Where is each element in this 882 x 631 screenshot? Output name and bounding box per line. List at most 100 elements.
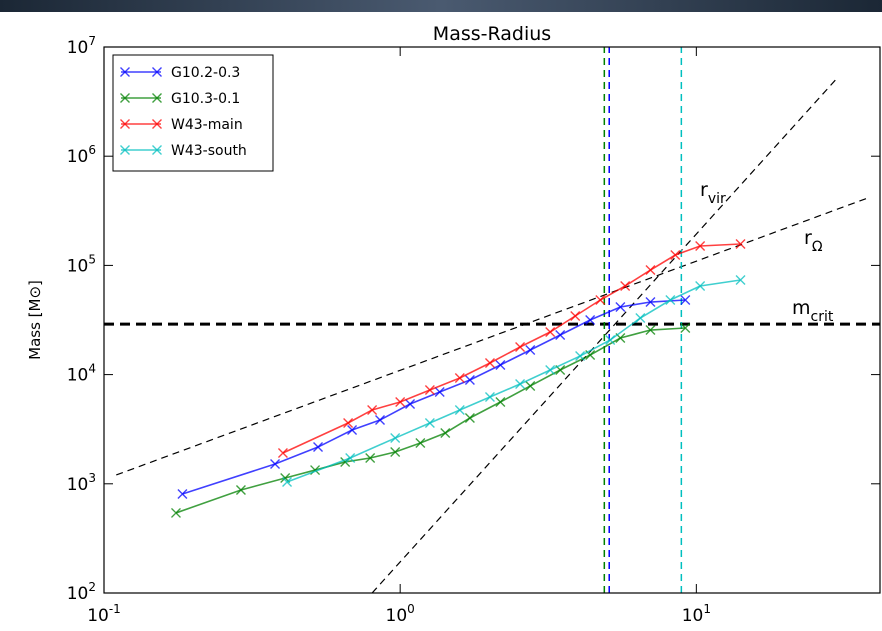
tick-label: 100 [386,602,415,626]
marker [635,313,646,324]
tick-label: 10-1 [87,602,121,626]
annotation-text: m [792,297,811,319]
marker [695,280,706,291]
tick-base: 10 [67,256,89,276]
marker [515,341,526,352]
legend-marker [152,119,162,129]
legend-marker [120,145,130,155]
tick-label: 102 [67,580,96,604]
tick-exp: 7 [88,34,96,48]
annotation: rvir [700,179,726,207]
marker [424,417,435,428]
marker [282,477,293,488]
tick-exp: 4 [88,362,96,376]
marker [367,404,378,415]
marker [575,351,586,362]
tick-label: 106 [67,143,96,167]
tick-base: 10 [67,584,89,604]
legend-label: W43-main [171,117,243,133]
marker [570,311,581,322]
marker [343,417,354,428]
marker [680,322,691,333]
legend-marker [152,145,162,155]
marker [434,386,445,397]
marker [395,397,406,408]
marker [525,345,536,355]
marker [585,315,596,325]
tick-base: 10 [87,606,109,626]
tick-exp: 3 [88,471,96,485]
legend-marker [152,67,162,77]
marker [454,404,465,415]
plot-frame [103,46,881,594]
top-strip [0,0,882,12]
annotation: mcrit [792,297,834,325]
plot-area [104,47,880,593]
legend-label: G10.3-0.1 [171,91,240,107]
tick-exp: 0 [407,602,415,616]
reference-line [371,79,836,593]
legend-label: W43-south [171,143,247,159]
marker [345,453,356,463]
marker [454,372,465,383]
marker [595,295,606,306]
marker [735,239,746,250]
tick-label: 101 [682,602,711,626]
chart-title: Mass-Radius [433,23,551,45]
marker [645,265,656,276]
tick-base: 10 [67,475,89,495]
marker [515,379,526,390]
marker [390,447,401,458]
marker [424,384,435,395]
marker [615,302,626,313]
marker [495,359,506,370]
legend-marker [120,93,130,103]
marker [545,364,556,375]
y-axis-label: Mass [M⊙] [26,280,44,360]
tick-exp: 2 [88,580,96,594]
tick-base: 10 [67,147,89,167]
marker [555,329,566,340]
marker [645,297,656,308]
marker [170,507,181,518]
annotation-text: r [804,227,812,249]
marker [464,413,475,423]
legend-label: G10.2-0.3 [171,65,240,81]
legend-marker [152,93,162,103]
series-line [286,279,741,483]
marker [645,325,656,336]
marker [270,459,281,470]
annotation-sub: Ω [812,239,823,255]
marker [484,391,495,402]
annotation-text: r [700,179,708,201]
tick-base: 10 [67,38,89,58]
marker [464,374,475,385]
reference-line [116,196,871,476]
marker [680,295,691,306]
marker [440,427,451,438]
marker [620,280,631,291]
marker [484,358,495,368]
marker [405,399,416,409]
legend-marker [120,67,130,77]
marker [695,241,706,252]
marker [665,295,676,306]
tick-exp: 6 [88,143,96,157]
legend-box [112,54,274,172]
marker [235,485,246,496]
marker [545,327,556,338]
marker [735,275,746,285]
marker [670,250,681,261]
annotation: rΩ [804,227,823,255]
marker [375,415,386,426]
marker [525,380,536,391]
tick-base: 10 [386,606,408,626]
marker [177,488,188,499]
tick-label: 107 [67,34,96,58]
marker [495,397,506,408]
tick-base: 10 [67,366,89,386]
tick-base: 10 [682,606,704,626]
tick-exp: 5 [88,252,96,266]
tick-exp: 1 [703,602,711,616]
